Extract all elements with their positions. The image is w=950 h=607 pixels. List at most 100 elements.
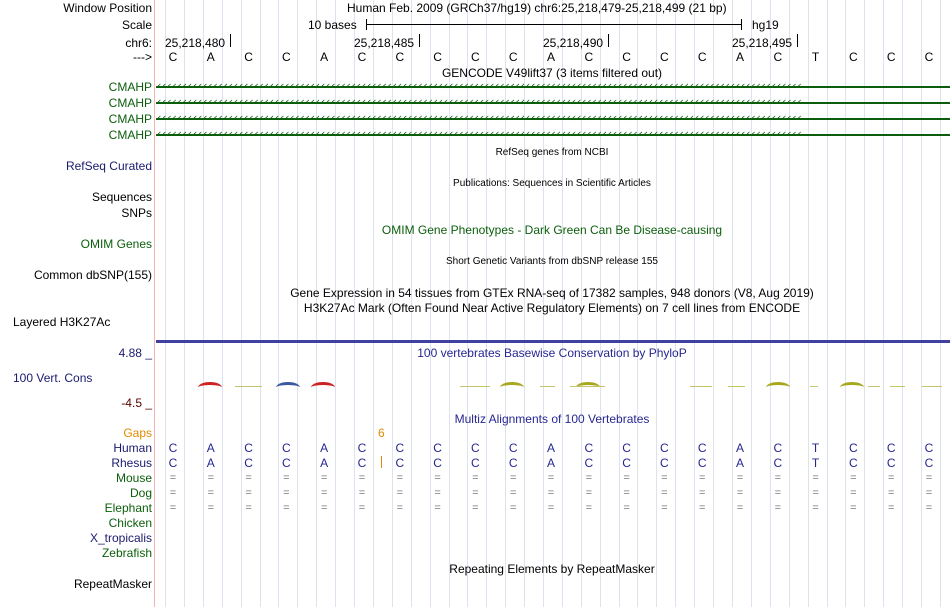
conservation-bar [570, 386, 605, 387]
conserved-marker: = [320, 487, 328, 499]
base-grid [155, 0, 950, 607]
grid-line [316, 0, 317, 607]
conservation-bar [810, 386, 818, 387]
conserved-marker: = [169, 472, 177, 484]
base-letter: C [584, 50, 594, 64]
conserved-marker: = [547, 472, 555, 484]
conserved-marker: = [434, 502, 441, 514]
conserved-marker: = [472, 472, 479, 484]
conservation-bar [690, 386, 712, 387]
conserved-marker: = [207, 502, 215, 514]
conservation-logo [311, 382, 335, 393]
gencode-row-label[interactable]: CMAHP [108, 96, 152, 110]
conserved-marker: = [245, 472, 252, 484]
refseq-title: RefSeq genes from NCBI [495, 147, 609, 158]
gene-track-cmahp[interactable]: ‹‹‹‹‹‹‹‹‹‹‹‹‹‹‹‹‹‹‹‹‹‹‹‹‹‹‹‹‹‹‹‹‹‹‹‹‹‹‹‹… [156, 114, 950, 124]
gencode-row-label[interactable]: CMAHP [108, 128, 152, 142]
conserved-marker: = [698, 472, 706, 484]
window-position-label: Window Position [63, 1, 152, 15]
aligned-base: C [773, 441, 783, 455]
grid-line [675, 0, 676, 607]
gap-count: 6 [378, 426, 385, 440]
conservation-bar [235, 386, 262, 387]
gencode-title: GENCODE V49lift37 (3 items filtered out) [441, 66, 663, 80]
conserved-marker: = [850, 472, 857, 484]
conserved-marker: = [585, 487, 593, 499]
aligned-base: C [282, 441, 291, 455]
conserved-marker: = [283, 502, 290, 514]
grid-line [751, 0, 752, 607]
aligned-base: C [471, 456, 480, 470]
coord-label: 25,218,480 [165, 36, 226, 50]
grid-line [543, 0, 544, 607]
conservation-bar [868, 386, 880, 387]
aligned-base: C [508, 441, 518, 455]
grid-line [373, 0, 374, 607]
aligned-base: A [320, 456, 329, 470]
conserved-marker: = [434, 487, 441, 499]
conservation-title: 100 vertebrates Basewise Conservation by… [417, 346, 687, 360]
conserved-marker: = [547, 502, 555, 514]
conserved-marker: = [169, 487, 177, 499]
grid-line [808, 0, 809, 607]
aligned-base: C [433, 441, 442, 455]
conserved-marker: = [509, 487, 517, 499]
conservation-label[interactable]: 100 Vert. Cons [13, 371, 93, 385]
conserved-marker: = [547, 487, 555, 499]
grid-line [165, 0, 166, 607]
base-letter: C [395, 50, 405, 64]
conserved-marker: = [812, 502, 819, 514]
aligned-base: C [584, 456, 594, 470]
aligned-base: C [282, 456, 291, 470]
aligned-base: A [735, 441, 744, 455]
conservation-max: 4.88 _ [118, 346, 152, 360]
base-letter: C [622, 50, 631, 64]
grid-line [694, 0, 695, 607]
conserved-marker: = [774, 502, 782, 514]
grid-line [278, 0, 279, 607]
aligned-base: C [660, 441, 669, 455]
h3k27ac-track[interactable] [156, 340, 950, 343]
aligned-base: C [886, 441, 896, 455]
gencode-row-label[interactable]: CMAHP [108, 80, 152, 94]
omim-label[interactable]: OMIM Genes [80, 237, 152, 251]
sequences-label[interactable]: Sequences [91, 190, 152, 204]
scale-bar-left-tick [366, 19, 367, 30]
species-label: Chicken [108, 516, 152, 530]
base-letter: C [357, 50, 367, 64]
grid-line [430, 0, 431, 607]
coord-tick [230, 34, 231, 47]
aligned-base: C [357, 456, 367, 470]
conserved-marker: = [358, 502, 366, 514]
conserved-marker: = [509, 472, 517, 484]
conserved-marker: = [850, 502, 857, 514]
conservation-bar [922, 386, 942, 387]
conserved-marker: = [585, 502, 593, 514]
conserved-marker: = [812, 487, 819, 499]
grid-line [637, 0, 638, 607]
gencode-row-label[interactable]: CMAHP [108, 112, 152, 126]
conserved-marker: = [887, 472, 895, 484]
snps-label[interactable]: SNPs [121, 206, 152, 220]
conserved-marker: = [585, 472, 593, 484]
aligned-base: C [924, 441, 934, 455]
aligned-base: C [168, 456, 178, 470]
conserved-marker: = [320, 472, 328, 484]
coord-label: 25,218,485 [354, 36, 415, 50]
gaps-label: Gaps [123, 426, 152, 440]
publications-title: Publications: Sequences in Scientific Ar… [453, 178, 651, 189]
aligned-base: C [168, 441, 178, 455]
h3k27ac-label[interactable]: Layered H3K27Ac [13, 315, 111, 329]
refseq-label[interactable]: RefSeq Curated [65, 159, 152, 173]
gene-track-cmahp[interactable]: ‹‹‹‹‹‹‹‹‹‹‹‹‹‹‹‹‹‹‹‹‹‹‹‹‹‹‹‹‹‹‹‹‹‹‹‹‹‹‹‹… [156, 98, 950, 108]
gene-track-cmahp[interactable]: ‹‹‹‹‹‹‹‹‹‹‹‹‹‹‹‹‹‹‹‹‹‹‹‹‹‹‹‹‹‹‹‹‹‹‹‹‹‹‹‹… [156, 130, 950, 140]
grid-line [505, 0, 506, 607]
repeatmasker-label[interactable]: RepeatMasker [73, 577, 152, 591]
gene-track-cmahp[interactable]: ‹‹‹‹‹‹‹‹‹‹‹‹‹‹‹‹‹‹‹‹‹‹‹‹‹‹‹‹‹‹‹‹‹‹‹‹‹‹‹‹… [156, 82, 950, 92]
aligned-base: C [924, 456, 934, 470]
dbsnp-label[interactable]: Common dbSNP(155) [33, 268, 152, 282]
grid-line [184, 0, 185, 607]
base-letter: C [849, 50, 858, 64]
base-letter: C [924, 50, 934, 64]
aligned-base: C [622, 441, 631, 455]
